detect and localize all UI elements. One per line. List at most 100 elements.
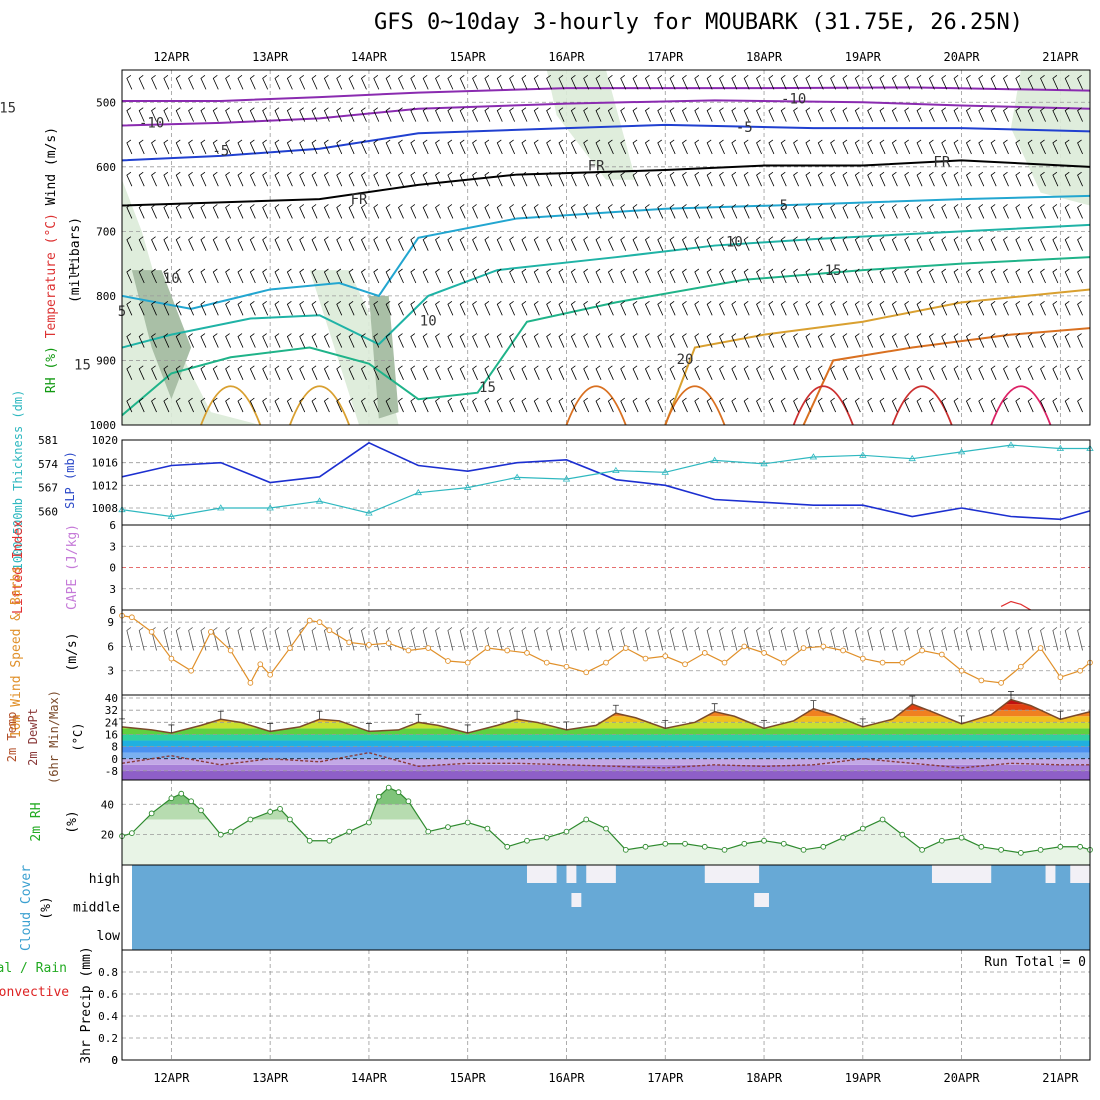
- rh-marker: [780, 840, 787, 847]
- upper-wind-barb: [262, 300, 269, 316]
- upper-wind-barb: [953, 75, 960, 90]
- upper-wind-barb: [472, 171, 478, 187]
- surface-wind-barb: [978, 627, 985, 651]
- upper-wind-barb: [274, 236, 281, 251]
- bottom-date-label: 21APR: [1042, 1071, 1079, 1085]
- upper-wind-barb: [731, 268, 738, 284]
- upper-wind-barb: [212, 236, 219, 251]
- temp-tick-label: 32: [105, 704, 118, 717]
- rh-marker: [800, 846, 807, 853]
- upper-wind-barb: [817, 139, 824, 155]
- upper-wind-barb: [311, 236, 318, 251]
- upper-wind-barb: [583, 300, 590, 316]
- upper-wind-barb: [644, 107, 651, 122]
- pressure-tick-label: 600: [96, 161, 116, 174]
- upper-wind-barb: [521, 75, 528, 90]
- upper-wind-barb: [867, 333, 874, 348]
- upper-wind-barb: [447, 268, 454, 284]
- contour-label: 5: [780, 198, 788, 214]
- cloud-clear-segment: [931, 865, 992, 883]
- upper-wind-barb: [595, 236, 602, 251]
- upper-wind-barb: [793, 300, 799, 316]
- thickness-marker: [612, 466, 620, 473]
- upper-wind-barb: [570, 365, 577, 380]
- surface-wind-barb: [756, 627, 762, 651]
- near-surface-contour: [200, 385, 262, 426]
- upper-wind-barb: [212, 365, 219, 380]
- upper-wind-barb: [570, 397, 577, 413]
- upper-wind-barb: [385, 300, 392, 316]
- wind-speed-marker: [662, 653, 669, 659]
- surface-wind-barb: [459, 627, 466, 651]
- wind-speed-marker: [425, 645, 432, 651]
- upper-wind-barb: [756, 268, 762, 284]
- wind-speed-marker: [741, 643, 748, 650]
- upper-wind-barb: [558, 75, 565, 90]
- upper-wind-barb: [1027, 236, 1034, 251]
- top-date-label: 18APR: [746, 50, 783, 64]
- upper-wind-barb: [521, 236, 528, 251]
- upper-wind-barb: [435, 204, 441, 219]
- upper-wind-barb: [694, 365, 701, 380]
- rh-marker: [247, 816, 254, 823]
- surface-wind-barb: [1052, 627, 1059, 651]
- upper-wind-barb: [719, 107, 725, 122]
- upper-wind-barb: [509, 300, 515, 316]
- upper-wind-barb: [558, 204, 565, 219]
- upper-wind-barb: [854, 107, 861, 122]
- upper-wind-barb: [854, 397, 861, 413]
- surface-wind-barb: [237, 627, 244, 651]
- wind-speed-marker: [227, 647, 234, 654]
- upper-wind-barb: [793, 333, 799, 348]
- upper-wind-barb: [225, 333, 232, 348]
- upper-wind-barb: [842, 171, 849, 187]
- upper-wind-barb: [472, 333, 478, 348]
- upper-wind-barb: [595, 300, 602, 316]
- upper-wind-barb: [533, 204, 540, 219]
- upper-wind-barb: [644, 268, 651, 284]
- upper-wind-barb: [509, 204, 515, 219]
- upper-wind-barb: [1052, 75, 1059, 90]
- rh-band: [122, 787, 1090, 805]
- upper-wind-barb: [805, 333, 812, 348]
- upper-wind-barb: [286, 204, 293, 219]
- upper-wind-barb: [237, 397, 244, 413]
- upper-wind-barb: [830, 236, 837, 251]
- bottom-date-label: 13APR: [252, 1071, 289, 1085]
- upper-wind-barb: [138, 75, 145, 90]
- wind-speed-marker: [129, 614, 135, 621]
- pressure-tick-label: 800: [96, 290, 116, 303]
- upper-wind-barb: [854, 75, 861, 90]
- temp-color-band: [122, 699, 1090, 705]
- upper-wind-barb: [731, 300, 738, 316]
- upper-wind-barb: [817, 107, 824, 122]
- upper-wind-barb: [249, 333, 256, 348]
- upper-wind-barb: [706, 139, 713, 155]
- upper-wind-barb: [212, 204, 219, 219]
- upper-wind-barb: [385, 171, 392, 187]
- upper-wind-barb: [607, 365, 614, 380]
- surface-wind-barb: [657, 627, 664, 651]
- upper-wind-barb: [607, 139, 614, 155]
- surface-wind-barb: [632, 627, 639, 651]
- slp-ylabel: SLP (mb): [63, 451, 77, 509]
- rh-line: [121, 786, 1091, 854]
- upper-wind-barb: [410, 139, 417, 155]
- upper-wind-barb: [904, 139, 911, 155]
- upper-wind-barb: [558, 300, 565, 316]
- upper-wind-barb: [299, 204, 306, 219]
- upper-wind-barb: [1040, 204, 1046, 219]
- upper-wind-barb: [731, 236, 738, 251]
- cloud-clear-segment: [754, 893, 769, 907]
- chart-title: GFS 0~10day 3-hourly for MOUBARK (31.75E…: [374, 10, 1024, 35]
- upper-wind-barb: [620, 268, 627, 284]
- upper-wind-barb: [533, 268, 540, 284]
- upper-wind-barb: [484, 171, 491, 187]
- upper-wind-barb: [348, 365, 355, 380]
- surface-wind-barb: [743, 627, 750, 651]
- upper-wind-barb: [904, 171, 911, 187]
- upper-wind-barb: [373, 171, 380, 187]
- upper-wind-barb: [644, 236, 651, 251]
- upper-wind-barb: [817, 397, 824, 413]
- bottom-date-label: 19APR: [845, 1071, 882, 1085]
